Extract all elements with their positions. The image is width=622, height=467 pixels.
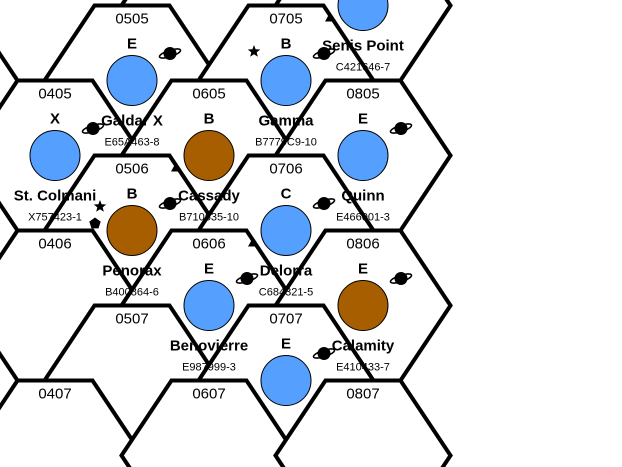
world-uwp: C684321-5 xyxy=(259,287,313,299)
hex-number: 0506 xyxy=(115,161,148,178)
world-disc xyxy=(107,206,157,256)
starport-class: E xyxy=(281,336,291,353)
world-disc xyxy=(30,131,80,181)
world-name: Calamity xyxy=(332,338,395,355)
world-disc xyxy=(261,56,311,106)
starport-class: X xyxy=(50,111,60,128)
world-name: Penorax xyxy=(102,263,162,280)
starport-class: E xyxy=(204,261,214,278)
hex-number: 0507 xyxy=(115,311,148,328)
world-uwp: E466001-3 xyxy=(336,212,390,224)
world-name: Delorra xyxy=(260,263,313,280)
starport-class: E xyxy=(358,261,368,278)
world-name: St. Colmani xyxy=(14,188,97,205)
world-name: Cassady xyxy=(178,188,240,205)
starport-class: E xyxy=(127,36,137,53)
starport-class: B xyxy=(204,111,215,128)
world-disc xyxy=(261,206,311,256)
starport-class: B xyxy=(127,186,138,203)
hex-number: 0407 xyxy=(38,386,71,403)
world-name: Galdar X xyxy=(101,113,163,130)
hex-number: 0805 xyxy=(346,86,379,103)
hex-content-0407: 0407 xyxy=(38,386,71,403)
world-disc xyxy=(338,281,388,331)
starport-class: C xyxy=(281,186,292,203)
world-name: Quinn xyxy=(341,188,384,205)
world-uwp: E410433-7 xyxy=(336,362,390,374)
hex-number: 0806 xyxy=(346,236,379,253)
hex-number: 0706 xyxy=(269,161,302,178)
world-uwp: X757423-1 xyxy=(28,212,82,224)
world-name: Benovierre xyxy=(170,338,248,355)
hex-number: 0707 xyxy=(269,311,302,328)
world-disc xyxy=(338,131,388,181)
world-uwp: E65A463-8 xyxy=(104,137,159,149)
world-disc xyxy=(184,281,234,331)
world-uwp: B710635-10 xyxy=(179,212,239,224)
hex-number: 0606 xyxy=(192,236,225,253)
starport-class: E xyxy=(358,111,368,128)
hex-number: 0705 xyxy=(269,11,302,28)
hex-number: 0607 xyxy=(192,386,225,403)
hex-number: 0406 xyxy=(38,236,71,253)
world-uwp: C421646-7 xyxy=(336,62,390,74)
hex-content-0807: 0807 xyxy=(346,386,379,403)
starport-class: B xyxy=(281,36,292,53)
hex-number: 0405 xyxy=(38,86,71,103)
world-uwp: B400864-6 xyxy=(105,287,159,299)
world-uwp: E987999-3 xyxy=(182,362,236,374)
world-disc xyxy=(107,56,157,106)
hex-number: 0505 xyxy=(115,11,148,28)
hex-content-0406: 0406 xyxy=(38,236,71,253)
hex-content-0507: 0507 xyxy=(115,311,148,328)
hex-number: 0807 xyxy=(346,386,379,403)
world-uwp: B7779C9-10 xyxy=(255,137,317,149)
world-disc xyxy=(184,131,234,181)
hex-content-0607: 0607 xyxy=(192,386,225,403)
world-disc xyxy=(261,356,311,406)
hex-number: 0605 xyxy=(192,86,225,103)
world-name: Gamma xyxy=(258,113,314,130)
